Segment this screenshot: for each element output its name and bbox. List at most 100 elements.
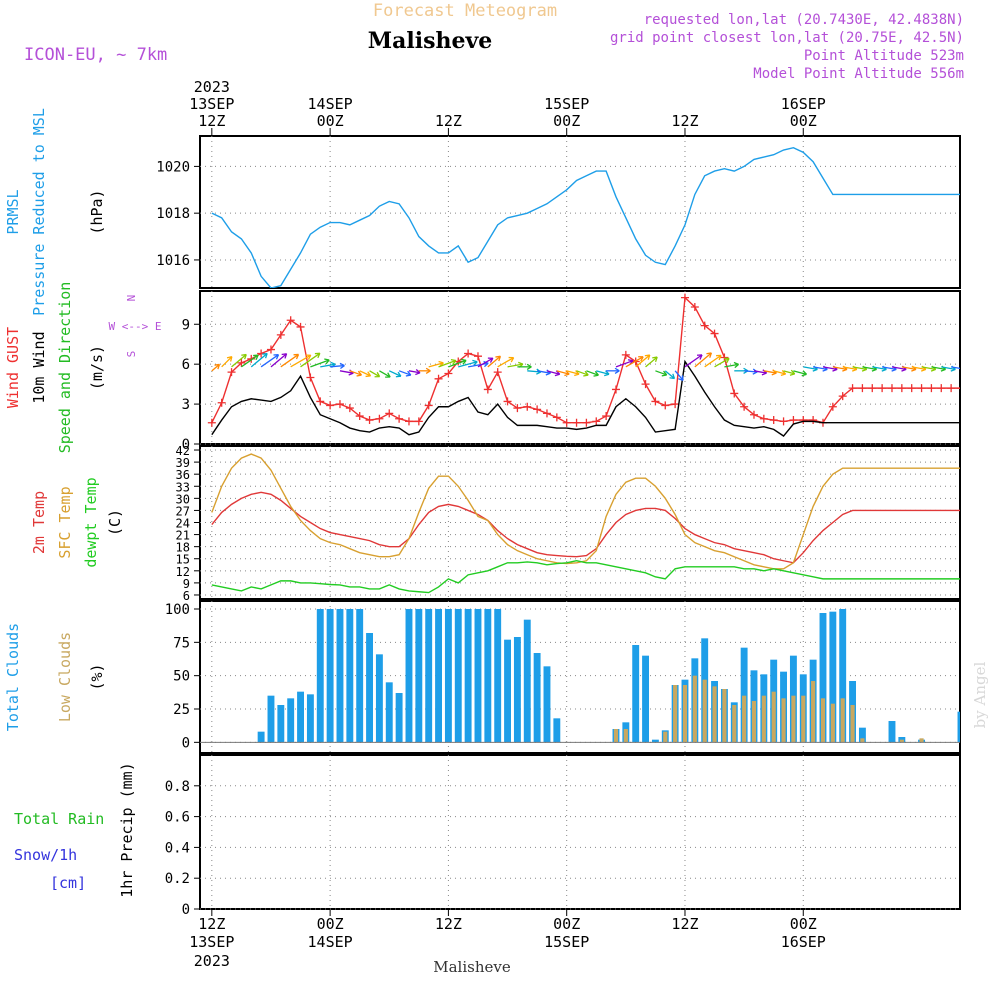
wind-arrow (872, 366, 887, 370)
y-tick-label: 1018 (156, 206, 190, 222)
gust-marker (434, 374, 443, 383)
wind-arrowhead (716, 354, 722, 361)
wind-arrowhead (273, 354, 280, 360)
gust-marker (848, 384, 857, 393)
wind-arrowhead (305, 354, 312, 360)
gust-marker (858, 384, 867, 393)
panel-label: Wind GUST (4, 327, 22, 408)
wind-arrowhead (226, 356, 233, 362)
y-tick-label: 0 (182, 735, 190, 751)
total-cloud-bar (385, 682, 393, 743)
wind-arrowhead (652, 356, 658, 363)
wind-arrow (852, 366, 867, 370)
gust-marker (237, 358, 246, 367)
wind-arrowhead (293, 353, 300, 360)
gust-marker (296, 322, 305, 331)
series-line (211, 453, 960, 570)
gust-marker (542, 409, 551, 418)
wind-arrowhead (241, 353, 247, 360)
gust-marker (947, 384, 956, 393)
wind-arrowhead (253, 354, 259, 360)
bottom-tick-date: 16SEP (781, 933, 826, 951)
low-cloud-bar (732, 705, 737, 743)
panel-side-labels: PRMSL Pressure Reduced to MSL (hPa) Wind GU… (4, 108, 161, 898)
wind-arrow (931, 366, 946, 370)
compass-we: W <--> E (109, 320, 162, 333)
wind-arrow (477, 357, 494, 368)
gust-marker (552, 413, 561, 422)
low-cloud-bar (820, 698, 826, 743)
wind-arrow (625, 356, 644, 368)
wind-arrowhead (324, 358, 330, 365)
wind-arrow (566, 370, 580, 375)
gust-marker (956, 387, 960, 389)
wind-arrow (556, 370, 570, 375)
gust-marker (306, 373, 315, 382)
gust-marker (720, 353, 729, 362)
wind-arrow (211, 363, 220, 372)
wind-arrow (241, 354, 259, 368)
total-cloud-bar (346, 609, 354, 743)
total-cloud-bar (740, 647, 748, 743)
wind-arrow (507, 363, 524, 368)
y-tick-label: 30 (176, 492, 190, 506)
wind-arrow (221, 356, 233, 368)
wind-arrow (635, 354, 651, 368)
gust-marker (503, 397, 512, 406)
unit-label: (hPa) (88, 189, 106, 234)
low-cloud-bar (840, 698, 845, 743)
wind-arrowhead (961, 366, 966, 371)
y-tick-label: 75 (173, 635, 190, 651)
wind-arrow (961, 367, 975, 370)
gust-marker (927, 384, 936, 393)
low-cloud-bar (850, 705, 855, 743)
gust-marker (621, 350, 630, 359)
total-cloud-bar (297, 691, 304, 743)
total-cloud-bar (651, 739, 659, 743)
low-cloud-bar (801, 695, 806, 743)
gust-marker (897, 384, 906, 393)
gust-marker (335, 400, 344, 409)
gust-marker (355, 412, 364, 421)
wind-arrow (783, 370, 795, 375)
wind-arrowhead (495, 355, 502, 362)
y-tick-label: 33 (176, 480, 190, 494)
gust-marker (414, 417, 423, 426)
wind-arrow (911, 366, 926, 370)
total-cloud-bar (553, 718, 561, 743)
panel-label: SFC Temp (56, 486, 74, 558)
low-cloud-bar (712, 686, 717, 743)
panel-label: 10m Wind (30, 331, 48, 403)
gust-marker (483, 385, 492, 394)
unit-label: (m/s) (88, 345, 106, 390)
wind-arrow (684, 354, 703, 368)
gust-marker (878, 384, 887, 393)
wind-arrow (694, 352, 712, 368)
y-tick-label: 100 (165, 602, 190, 618)
y-tick-label: 6 (183, 589, 190, 603)
wind-arrow (664, 370, 675, 380)
wind-arrowhead (564, 370, 570, 377)
wind-arrow (674, 370, 684, 381)
wind-arrow (408, 370, 421, 374)
total-cloud-bar (513, 637, 521, 743)
gust-marker (690, 302, 699, 311)
wind-arrow (497, 357, 514, 368)
credit-watermark: by Angel (971, 661, 989, 728)
panel-wind: 0 3 6 9 (182, 290, 975, 453)
wind-arrow (527, 370, 541, 373)
gust-marker (444, 369, 453, 378)
compass-n: N (125, 295, 138, 302)
gust-marker (404, 417, 413, 426)
total-cloud-bar (642, 655, 650, 743)
wind-arrowhead (669, 373, 676, 380)
wind-arrow (773, 370, 786, 375)
total-cloud-bar (306, 694, 314, 743)
total-cloud-bar (326, 609, 334, 743)
low-cloud-bar (811, 681, 816, 743)
low-cloud-bar (702, 679, 707, 743)
y-tick-label: 9 (182, 317, 190, 333)
gust-marker (533, 405, 542, 414)
gust-marker (789, 416, 798, 425)
